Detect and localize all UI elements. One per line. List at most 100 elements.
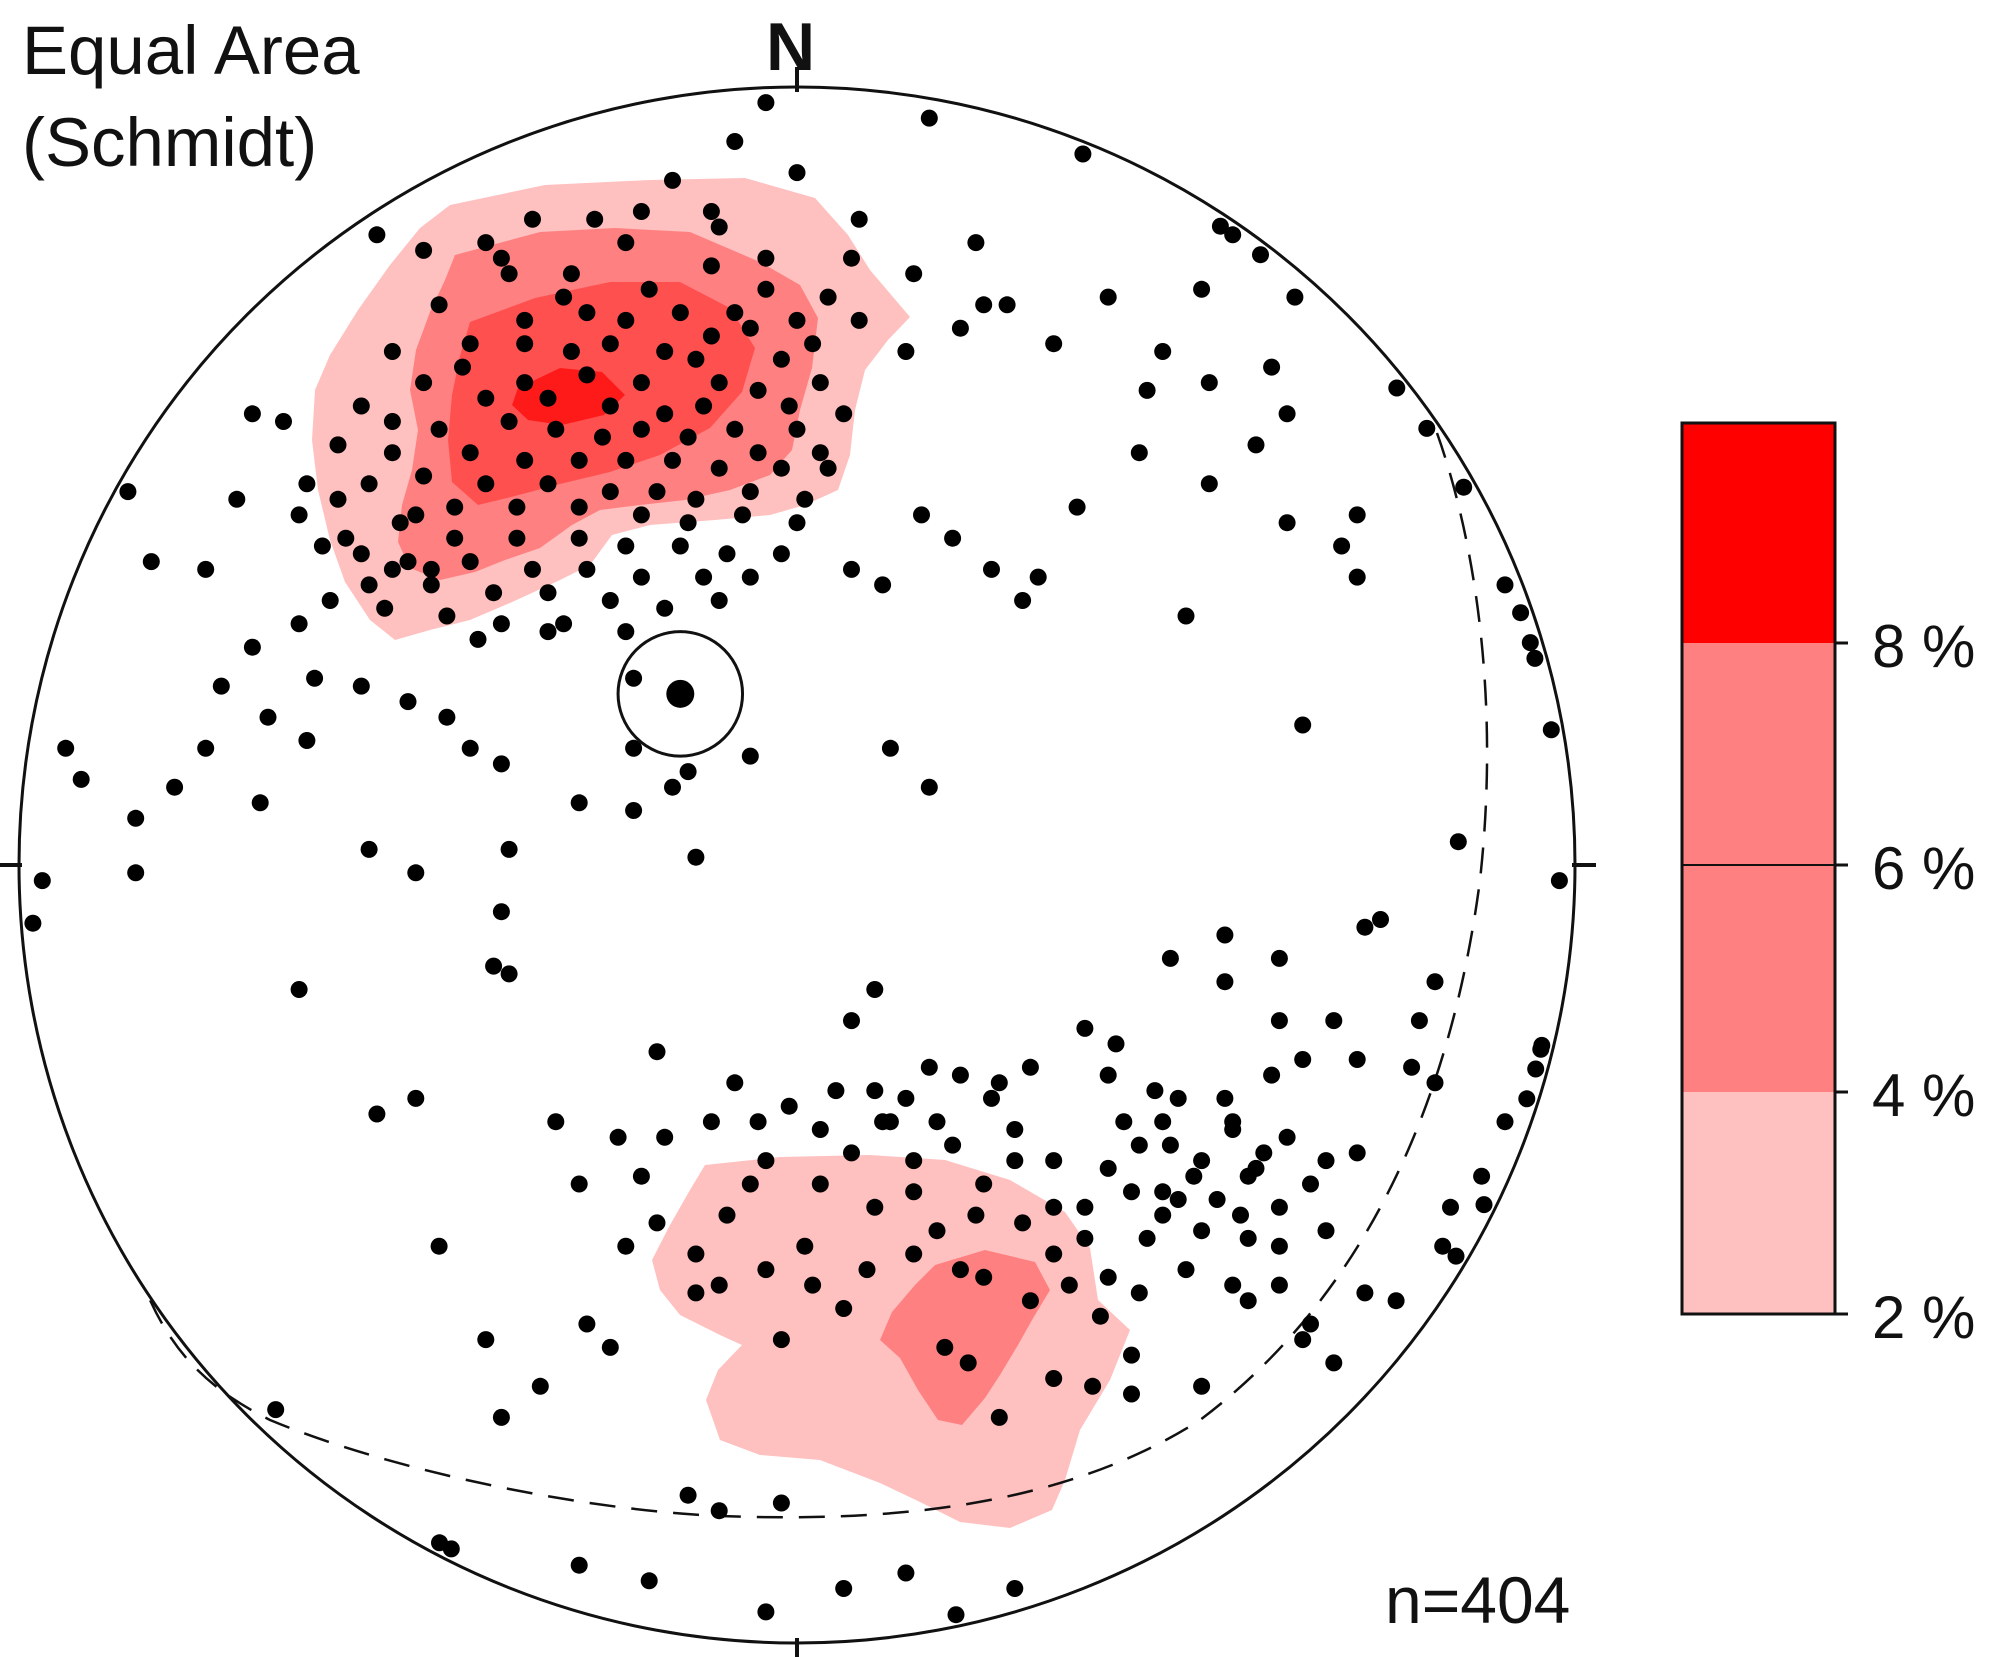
pole-point-133	[874, 576, 892, 594]
pole-point-348	[796, 1237, 814, 1255]
pole-point-224	[500, 965, 518, 983]
pole-point-267	[1076, 1229, 1094, 1247]
pole-point-343	[1154, 1183, 1172, 1201]
pole-point-87	[819, 459, 837, 477]
pole-point-353	[835, 1300, 853, 1317]
pole-point-277	[1185, 1167, 1203, 1185]
pole-point-303	[1146, 1082, 1164, 1100]
pole-point-322	[1403, 1058, 1421, 1076]
pole-point-317	[866, 981, 884, 998]
pole-point-290	[843, 1144, 860, 1162]
pole-point-12	[492, 249, 510, 267]
pole-point-114	[524, 560, 541, 578]
pole-point-321	[1325, 1012, 1343, 1030]
pole-point-57	[710, 374, 728, 392]
pole-point-340	[1193, 1377, 1211, 1395]
dashed-great-circle	[148, 432, 1489, 1519]
pole-point-325	[1239, 1292, 1257, 1310]
pole-point-339	[1294, 1331, 1312, 1349]
pole-point-113	[461, 553, 479, 571]
pole-point-100	[679, 514, 697, 532]
pole-point-196	[166, 778, 184, 796]
pole-point-200	[197, 739, 215, 757]
pole-point-15	[710, 218, 728, 236]
pole-point-342	[1239, 1167, 1257, 1185]
pole-point-253	[897, 1564, 915, 1582]
pole-point-50	[951, 319, 969, 337]
pole-point-63	[477, 389, 495, 407]
pole-point-255	[1045, 1370, 1063, 1387]
pole-point-222	[24, 914, 42, 932]
pole-point-314	[1356, 918, 1374, 936]
pole-point-41	[461, 335, 479, 353]
pole-point-293	[780, 1097, 798, 1115]
pole-point-68	[726, 420, 744, 438]
pole-point-195	[492, 755, 510, 773]
pole-point-74	[547, 420, 565, 438]
pole-point-310	[1426, 1074, 1444, 1092]
pole-point-197	[127, 809, 145, 827]
pole-point-55	[578, 366, 596, 384]
pole-point-19	[415, 241, 433, 259]
pole-point-228	[547, 1113, 565, 1131]
pole-point-169	[1177, 607, 1195, 625]
pole-point-207	[664, 778, 681, 796]
pole-point-127	[376, 599, 394, 617]
pole-point-44	[601, 335, 619, 353]
pole-point-70	[352, 397, 370, 415]
pole-point-164	[1193, 280, 1211, 298]
pole-point-106	[570, 529, 588, 547]
pole-point-126	[321, 592, 339, 609]
pole-point-125	[710, 592, 728, 609]
pole-point-299	[1021, 1058, 1039, 1076]
pole-point-60	[780, 397, 798, 415]
pole-point-208	[679, 763, 697, 781]
pole-point-202	[360, 840, 378, 858]
pole-point-298	[990, 1074, 1008, 1092]
color-scale	[1680, 421, 1848, 1316]
pole-point-282	[1099, 1159, 1117, 1177]
pole-point-241	[267, 1401, 285, 1419]
pole-point-209	[625, 739, 643, 757]
pole-point-176	[1526, 649, 1544, 667]
pole-point-118	[741, 568, 759, 586]
pole-point-254	[990, 1408, 1008, 1426]
pole-point-336	[1475, 1196, 1493, 1214]
pole-point-67	[695, 397, 713, 415]
pole-point-8	[850, 210, 868, 228]
pole-point-136	[243, 405, 261, 423]
pole-point-319	[1161, 949, 1179, 967]
pole-point-358	[1045, 1245, 1063, 1263]
pole-point-337	[1447, 1247, 1465, 1265]
pole-point-315	[1372, 911, 1389, 928]
pole-point-179	[983, 560, 1000, 578]
pole-point-80	[461, 444, 479, 462]
pole-point-156	[1200, 374, 1218, 392]
pole-point-72	[430, 420, 448, 438]
pole-point-274	[1317, 1152, 1335, 1170]
pole-point-154	[1348, 506, 1366, 524]
pole-point-129	[492, 615, 510, 633]
pole-point-28	[555, 288, 573, 306]
pole-point-250	[947, 1606, 965, 1624]
pole-point-288	[905, 1152, 923, 1170]
pole-point-93	[687, 490, 705, 508]
pole-point-227	[407, 1089, 425, 1107]
pole-point-331	[1496, 1113, 1514, 1131]
pole-point-32	[617, 311, 635, 329]
pole-point-369	[1154, 1113, 1172, 1131]
pole-point-149	[422, 560, 440, 578]
pole-point-356	[951, 1261, 969, 1279]
pole-point-330	[1473, 1167, 1491, 1185]
pole-point-375	[811, 1121, 829, 1138]
pole-point-116	[632, 568, 650, 586]
pole-point-350	[710, 1276, 728, 1294]
pole-point-144	[290, 506, 308, 524]
pole-point-117	[695, 568, 713, 586]
pole-point-186	[243, 638, 261, 656]
pole-point-3	[726, 133, 744, 150]
pole-point-153	[1130, 444, 1148, 462]
pole-points	[24, 94, 1568, 1624]
chart-title: Equal Area	[22, 12, 360, 89]
